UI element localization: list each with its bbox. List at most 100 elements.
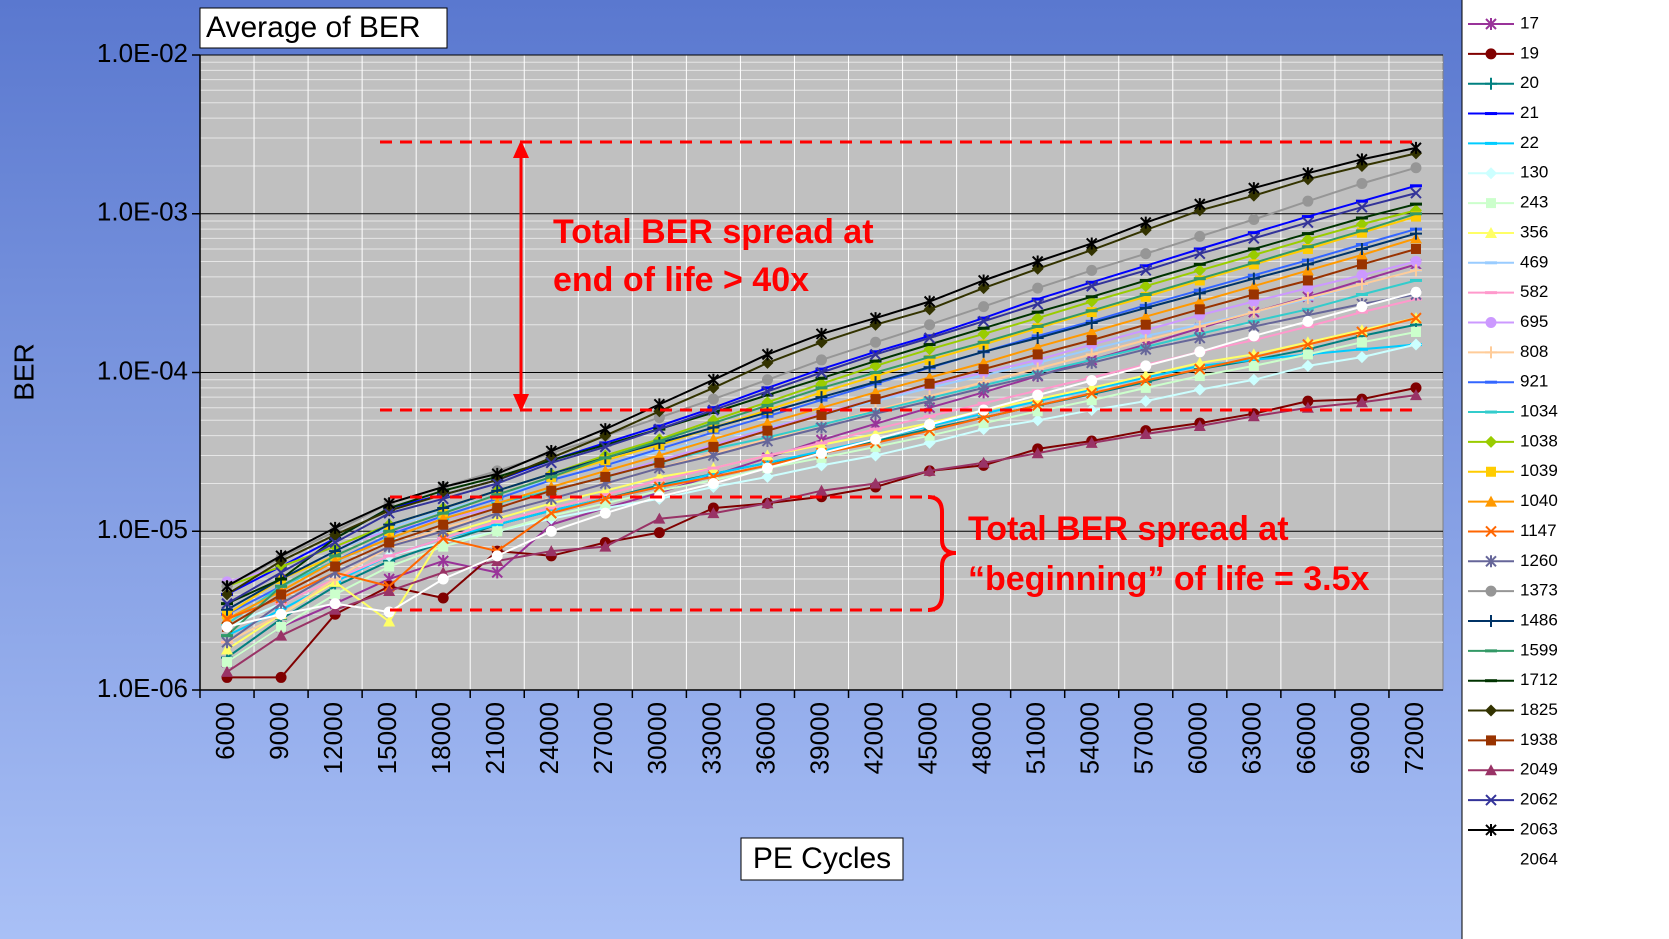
legend-label: 1147 bbox=[1520, 521, 1557, 540]
marker bbox=[275, 671, 287, 683]
marker bbox=[708, 441, 719, 452]
marker bbox=[1356, 227, 1367, 238]
marker bbox=[1140, 264, 1152, 277]
x-tick-label: 21000 bbox=[480, 702, 510, 774]
marker bbox=[870, 441, 881, 452]
marker bbox=[1140, 248, 1152, 260]
marker bbox=[1355, 292, 1368, 296]
marker bbox=[491, 520, 504, 524]
marker bbox=[275, 549, 287, 562]
marker bbox=[1139, 292, 1152, 296]
marker bbox=[1302, 349, 1313, 360]
marker bbox=[1032, 389, 1044, 401]
legend-label: 1039 bbox=[1520, 461, 1558, 480]
marker bbox=[1355, 242, 1368, 255]
marker bbox=[653, 478, 666, 482]
marker bbox=[1485, 48, 1497, 60]
legend-label: 130 bbox=[1520, 163, 1548, 182]
marker bbox=[383, 554, 396, 558]
marker bbox=[1356, 337, 1367, 348]
marker bbox=[545, 525, 557, 537]
marker bbox=[599, 441, 612, 453]
marker bbox=[1031, 255, 1044, 268]
marker bbox=[1485, 764, 1497, 776]
marker bbox=[707, 381, 720, 394]
marker bbox=[1485, 291, 1497, 295]
marker bbox=[276, 621, 287, 632]
marker bbox=[383, 529, 396, 533]
marker bbox=[870, 394, 881, 405]
marker bbox=[1301, 215, 1314, 219]
marker bbox=[492, 526, 503, 537]
marker bbox=[1356, 326, 1368, 338]
x-tick-label: 45000 bbox=[912, 702, 942, 774]
marker bbox=[1302, 338, 1314, 351]
marker bbox=[545, 457, 557, 469]
marker bbox=[437, 480, 449, 493]
marker bbox=[1355, 351, 1368, 364]
marker bbox=[1194, 371, 1205, 382]
marker bbox=[977, 274, 990, 287]
legend-label: 1373 bbox=[1520, 581, 1558, 600]
annotation: “beginning” of life = 3.5x bbox=[968, 560, 1370, 598]
marker bbox=[1410, 162, 1422, 174]
x-tick-label: 30000 bbox=[642, 702, 672, 774]
marker bbox=[1485, 141, 1497, 145]
marker bbox=[815, 376, 828, 380]
x-tick-label: 54000 bbox=[1075, 702, 1105, 774]
marker bbox=[1194, 248, 1206, 260]
marker bbox=[1193, 262, 1206, 266]
marker bbox=[1485, 112, 1497, 116]
marker bbox=[1031, 324, 1044, 328]
marker bbox=[923, 414, 936, 418]
marker bbox=[1248, 182, 1260, 195]
legend-label: 582 bbox=[1520, 282, 1548, 301]
marker bbox=[653, 424, 666, 428]
marker bbox=[761, 470, 774, 483]
marker bbox=[1085, 295, 1098, 299]
marker bbox=[924, 354, 935, 365]
marker bbox=[221, 665, 234, 677]
marker bbox=[707, 433, 720, 445]
marker bbox=[546, 485, 557, 496]
x-label-box bbox=[740, 837, 904, 881]
marker bbox=[1485, 435, 1497, 448]
marker bbox=[1302, 275, 1313, 286]
annotation: end of life > 40x bbox=[553, 261, 809, 299]
marker bbox=[1086, 395, 1097, 406]
marker bbox=[815, 421, 828, 434]
marker bbox=[1410, 312, 1422, 324]
marker bbox=[545, 507, 557, 519]
marker bbox=[1139, 427, 1152, 439]
marker bbox=[977, 456, 990, 468]
marker bbox=[1085, 436, 1098, 448]
marker bbox=[1355, 278, 1368, 291]
marker bbox=[707, 477, 719, 489]
marker bbox=[923, 295, 936, 308]
marker bbox=[1301, 245, 1314, 249]
marker bbox=[815, 366, 828, 379]
marker bbox=[1410, 286, 1422, 298]
marker bbox=[329, 521, 341, 534]
marker bbox=[1410, 141, 1422, 154]
marker bbox=[1301, 359, 1314, 372]
marker bbox=[1301, 232, 1314, 236]
marker bbox=[1247, 358, 1260, 362]
marker bbox=[869, 407, 882, 420]
marker bbox=[978, 418, 989, 429]
marker bbox=[1485, 346, 1497, 359]
marker bbox=[383, 585, 396, 597]
marker bbox=[1248, 232, 1260, 245]
marker bbox=[1409, 278, 1422, 282]
marker bbox=[1086, 264, 1098, 276]
marker bbox=[275, 577, 288, 581]
marker bbox=[1485, 77, 1497, 90]
marker bbox=[1486, 466, 1496, 477]
marker bbox=[1356, 153, 1368, 166]
marker bbox=[761, 462, 773, 474]
marker bbox=[330, 561, 341, 572]
marker bbox=[1301, 233, 1314, 246]
marker bbox=[275, 629, 288, 641]
marker bbox=[1194, 363, 1206, 375]
marker bbox=[977, 345, 990, 358]
